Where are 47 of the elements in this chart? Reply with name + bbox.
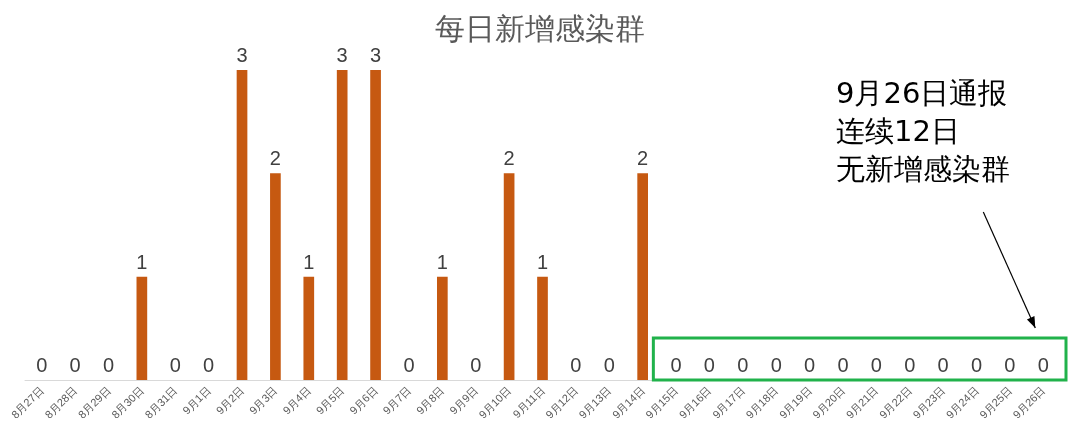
x-tick-label: 9月22日 xyxy=(877,383,914,421)
data-label: 3 xyxy=(370,44,382,66)
x-tick-label: 9月8日 xyxy=(413,383,447,417)
data-label: 0 xyxy=(737,354,749,376)
annotation: 连续12日 xyxy=(836,113,961,150)
data-label: 0 xyxy=(169,354,181,376)
data-label: 0 xyxy=(870,354,882,376)
data-label: 0 xyxy=(570,354,582,376)
data-label: 2 xyxy=(503,147,515,170)
data-label: 3 xyxy=(336,44,348,66)
data-label: 0 xyxy=(1004,354,1016,376)
x-tick-label: 9月5日 xyxy=(313,383,347,417)
data-label: 0 xyxy=(403,354,415,376)
x-tick-label: 9月1日 xyxy=(180,383,213,417)
x-tick-label: 9月11日 xyxy=(510,383,547,421)
data-label: 2 xyxy=(269,147,281,170)
chart-title: 每日新增感染群 xyxy=(435,11,645,45)
data-label: 0 xyxy=(1037,354,1049,376)
x-tick-label: 8月27日 xyxy=(8,383,46,421)
x-tick-label: 9月4日 xyxy=(280,383,314,417)
data-label: 0 xyxy=(904,354,916,376)
data-label: 0 xyxy=(203,354,215,376)
data-label: 0 xyxy=(36,354,48,376)
x-tick-label: 9月3日 xyxy=(246,383,280,417)
data-label: 0 xyxy=(804,354,816,376)
data-label: 0 xyxy=(937,354,949,376)
data-label: 1 xyxy=(436,250,448,273)
x-tick-label: 9月9日 xyxy=(447,383,480,417)
data-label: 0 xyxy=(770,354,782,376)
annotation: 无新增感染群 xyxy=(836,151,1010,188)
x-tick-label: 9月2日 xyxy=(213,383,247,417)
data-label: 0 xyxy=(470,354,482,376)
data-label: 0 xyxy=(69,354,81,376)
data-label: 0 xyxy=(837,354,849,376)
data-label: 1 xyxy=(136,250,148,273)
data-label: 0 xyxy=(102,354,115,376)
annotation: 9月26日通报 xyxy=(836,75,1009,112)
data-label: 1 xyxy=(303,250,315,273)
data-label: 0 xyxy=(670,354,682,376)
data-label: 0 xyxy=(970,354,983,376)
data-label: 3 xyxy=(236,44,248,66)
data-label: 0 xyxy=(703,354,715,376)
x-tick-label: 9月7日 xyxy=(380,383,414,417)
data-label: 1 xyxy=(536,250,549,273)
data-label: 0 xyxy=(603,354,615,376)
data-label: 2 xyxy=(637,147,649,170)
x-tick-label: 9月6日 xyxy=(347,383,380,417)
